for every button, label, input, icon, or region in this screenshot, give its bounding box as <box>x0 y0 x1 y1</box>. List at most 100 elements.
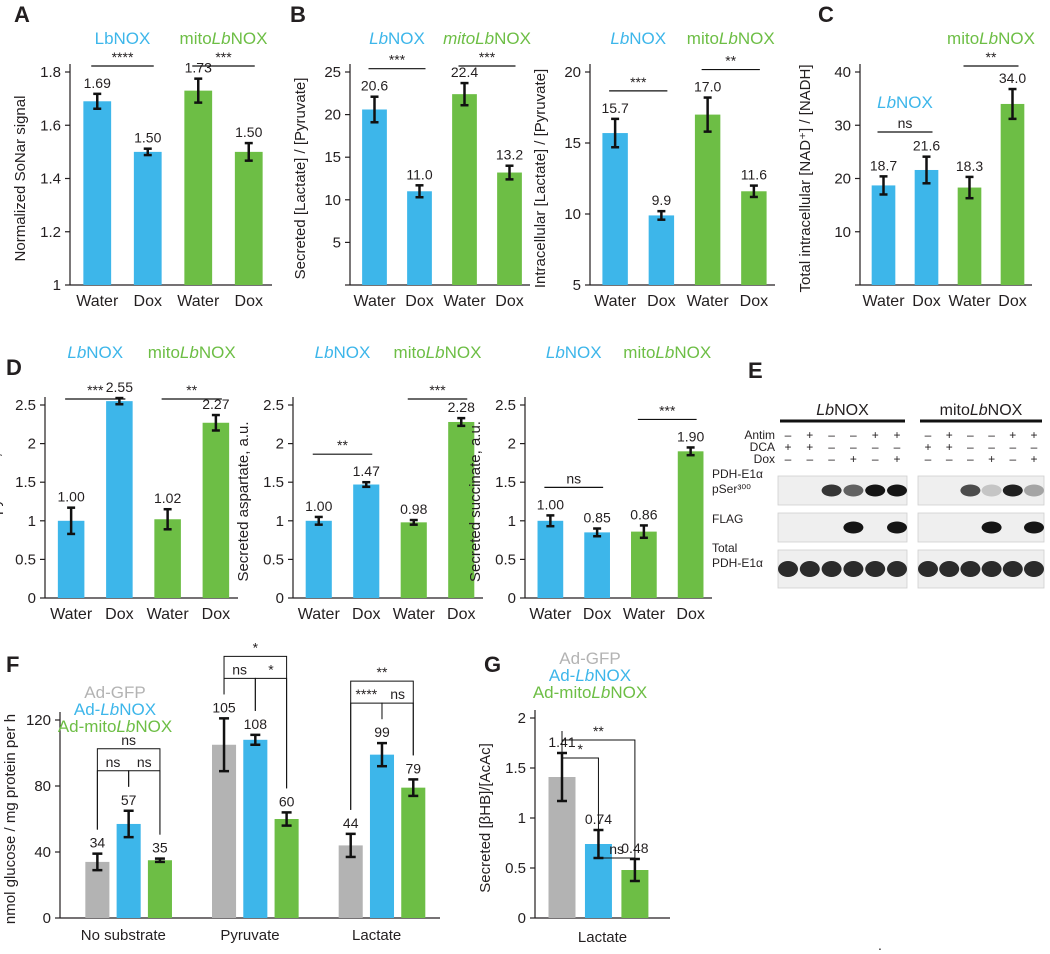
data-label: 15.7 <box>602 100 629 116</box>
bar <box>871 185 896 285</box>
y-tick-label: 5 <box>333 234 341 251</box>
group-title: mitoLbNOX <box>947 29 1035 48</box>
bar <box>212 744 237 918</box>
x-tick-label: Water <box>594 293 637 310</box>
title-post: NOX <box>445 343 482 362</box>
title-pre: mito <box>623 343 655 362</box>
blot-band <box>918 561 938 577</box>
title-pre: Ad-mito <box>58 717 117 736</box>
blot-sign: + <box>806 428 813 442</box>
title-post: NOX <box>629 29 666 48</box>
x-tick-label: Dox <box>998 293 1026 310</box>
blot-sign: + <box>946 428 953 442</box>
title-italic: Lb <box>67 343 86 362</box>
x-tick-label: Dox <box>105 606 133 623</box>
blot-band <box>843 561 864 577</box>
title-pre: mito <box>687 29 719 48</box>
blot-membrane <box>777 512 908 543</box>
chart-f: F 0 40 80 120 nmol glucose / mg protein per h… <box>2 639 440 944</box>
blot-sign: + <box>893 428 900 442</box>
blot-sign: + <box>806 440 813 454</box>
data-label: 60 <box>279 793 295 809</box>
title-italic: Lb <box>369 29 388 48</box>
bar <box>154 519 181 598</box>
significance-label: ** <box>986 49 997 65</box>
data-label: 105 <box>212 699 236 715</box>
bar <box>243 739 268 918</box>
title-italic: Lb <box>591 683 610 702</box>
bar <box>957 187 982 285</box>
title-italic: Lb <box>877 93 896 112</box>
x-tick-label: Water <box>353 293 396 310</box>
y-tick-label: 2.5 <box>263 397 284 414</box>
blot-band <box>865 561 886 577</box>
data-label: 1.02 <box>154 490 181 506</box>
significance-label: ** <box>377 664 388 680</box>
group-title: mitoLbNOX <box>180 29 268 48</box>
y-axis-label: Total intracellular [NAD⁺] / [NADH] <box>797 65 814 293</box>
chart-b1: B 5 10 15 20 25 Secreted [Lactate] / [Pyruvate… <box>290 2 531 310</box>
significance-label: ns <box>566 470 581 486</box>
title-italic: Lb <box>426 343 445 362</box>
significance-label: *** <box>659 402 676 418</box>
x-tick-label: Water <box>393 606 436 623</box>
y-tick-label: 40 <box>34 844 51 861</box>
x-tick-label: Dox <box>235 293 263 310</box>
y-tick-label: 20 <box>834 171 851 188</box>
blot-sign: – <box>1009 452 1016 466</box>
data-label: 9.9 <box>652 192 672 208</box>
x-tick-label: Water <box>76 293 119 310</box>
title-pre: Ad-GFP <box>559 649 620 668</box>
y-tick-label: 10 <box>324 192 341 209</box>
data-label: 1.73 <box>185 60 212 76</box>
significance-label: *** <box>87 382 104 398</box>
title-post: NOX <box>119 700 156 719</box>
title-italic: Lb <box>655 343 674 362</box>
title-post: NOX <box>135 717 172 736</box>
y-tick-label: 2 <box>518 710 526 727</box>
x-group-label: No substrate <box>81 927 166 944</box>
blot-band <box>843 484 864 497</box>
legend-entry: Ad-GFP <box>559 649 620 668</box>
x-tick-label: Water <box>623 606 666 623</box>
y-tick-label: 20 <box>324 107 341 124</box>
blot-band <box>821 561 842 577</box>
significance-bracket <box>597 808 636 859</box>
x-tick-label: Dox <box>134 293 162 310</box>
blot-sign: – <box>785 428 792 442</box>
data-label: 34 <box>90 835 106 851</box>
bar <box>407 191 432 285</box>
data-label: 1.00 <box>537 496 564 512</box>
data-label: 0.86 <box>630 506 657 522</box>
panel-letter: C <box>818 2 834 27</box>
title-post: NOX <box>674 343 711 362</box>
significance-label: * <box>253 639 259 655</box>
title-italic: Lb <box>979 29 998 48</box>
blot-sign: – <box>872 452 879 466</box>
y-tick-label: 1.2 <box>40 224 61 241</box>
y-axis-label: Secreted pyruvate, a.u. <box>0 424 4 579</box>
blot-band <box>939 561 960 577</box>
y-tick-label: 1 <box>276 513 284 530</box>
data-label: 2.27 <box>202 396 229 412</box>
significance-label: ns <box>898 115 913 131</box>
x-tick-label: Dox <box>912 293 940 310</box>
title-post: NOX <box>494 29 531 48</box>
y-tick-label: 0 <box>518 910 526 927</box>
chart-c: C 10 20 30 40 Total intracellular [NAD⁺] / [N… <box>797 2 1035 310</box>
blot-sign: – <box>872 440 879 454</box>
blot-row-label: Dox <box>754 452 775 466</box>
y-tick-label: 15 <box>324 149 341 166</box>
bar <box>133 151 162 285</box>
y-tick-label: 1.6 <box>40 117 61 134</box>
y-tick-label: 1.8 <box>40 64 61 81</box>
bar <box>694 114 721 285</box>
title-post: NOX <box>114 29 151 48</box>
data-label: 20.6 <box>361 78 388 94</box>
blot-band-label: Total <box>712 541 737 555</box>
y-tick-label: 10 <box>564 206 581 223</box>
y-tick-label: 0.5 <box>495 551 516 568</box>
bar <box>741 191 767 285</box>
title-post: NOX <box>896 93 933 112</box>
y-axis-label: Secreted aspartate, a.u. <box>235 421 252 581</box>
